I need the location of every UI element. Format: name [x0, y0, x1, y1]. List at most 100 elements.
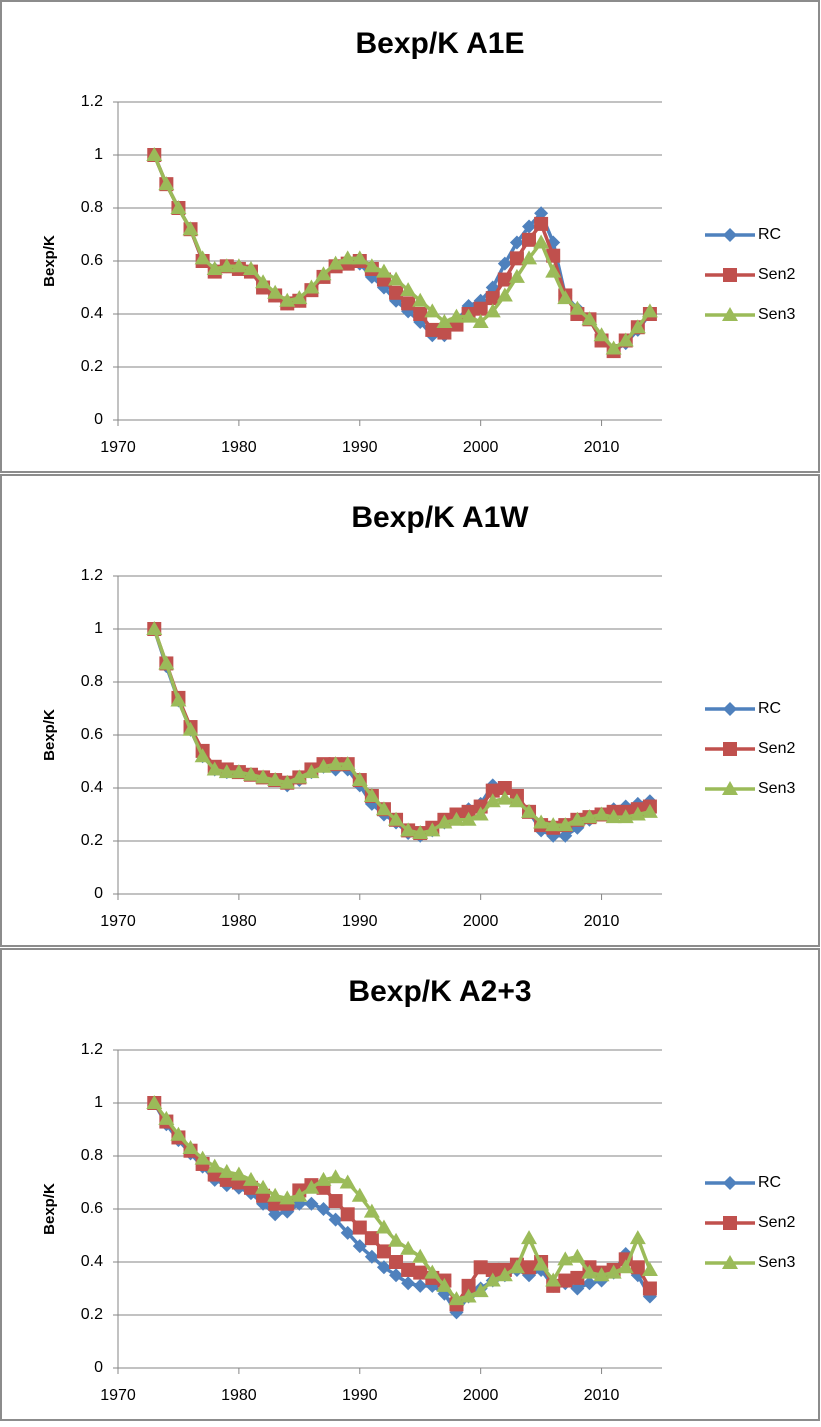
marker — [533, 1256, 550, 1271]
marker — [279, 774, 296, 789]
y-tick-label: 1.2 — [81, 93, 103, 110]
y-tick-label: 0 — [94, 885, 103, 902]
marker — [401, 1262, 416, 1277]
marker — [413, 307, 428, 321]
y-tick-label: 0.4 — [81, 1253, 103, 1270]
y-axis-label: Bexp/K — [41, 235, 58, 287]
marker — [242, 260, 259, 275]
legend-marker — [722, 307, 738, 321]
marker — [629, 806, 646, 821]
marker — [230, 764, 247, 779]
marker — [401, 296, 416, 311]
y-tick-label: 0.8 — [81, 199, 103, 216]
marker — [545, 817, 562, 832]
marker — [496, 287, 513, 302]
marker — [182, 1140, 199, 1155]
marker — [388, 1232, 405, 1247]
marker — [508, 793, 525, 808]
y-tick-label: 0.4 — [81, 779, 103, 796]
marker — [533, 234, 550, 249]
marker — [448, 1291, 465, 1306]
marker — [158, 1110, 175, 1125]
marker — [255, 274, 272, 289]
marker — [242, 766, 259, 781]
marker — [545, 263, 562, 278]
x-tick-label: 1980 — [221, 913, 257, 930]
marker — [473, 1260, 488, 1275]
marker — [375, 263, 392, 278]
marker — [351, 250, 368, 265]
x-tick-label: 2000 — [463, 913, 499, 930]
legend-label: Sen3 — [758, 306, 795, 323]
x-tick-label: 1990 — [342, 439, 378, 456]
marker — [412, 825, 429, 840]
legend-label: Sen3 — [758, 1254, 795, 1271]
marker — [484, 1272, 501, 1287]
marker — [327, 756, 344, 771]
legend-label: Sen2 — [758, 1214, 795, 1231]
marker — [522, 1260, 537, 1275]
marker — [315, 1171, 332, 1186]
marker — [522, 219, 537, 234]
marker — [521, 803, 538, 818]
marker — [316, 1202, 331, 1216]
y-tick-label: 1 — [94, 146, 103, 163]
marker — [218, 764, 235, 779]
panel-border — [0, 948, 820, 1421]
marker — [569, 1248, 586, 1263]
marker — [267, 1187, 284, 1202]
marker — [437, 325, 452, 340]
marker — [630, 1260, 645, 1275]
marker — [339, 250, 356, 265]
marker — [400, 282, 417, 297]
x-tick-label: 2000 — [463, 439, 499, 456]
marker — [593, 1267, 610, 1282]
marker — [291, 1187, 308, 1202]
marker — [497, 272, 512, 287]
marker — [170, 200, 187, 214]
marker — [194, 1150, 211, 1165]
marker — [328, 1194, 343, 1209]
marker — [279, 1190, 296, 1205]
marker — [389, 285, 404, 300]
marker — [522, 232, 537, 247]
marker — [242, 1171, 259, 1186]
legend-label: Sen2 — [758, 266, 795, 283]
chart-panel: Bexp/K A1E Bexp/K 0 0.2 0.4 0.6 0.8 1 1.2 1970 198… — [0, 0, 820, 473]
marker — [303, 279, 320, 294]
marker — [303, 764, 320, 779]
y-tick-label: 1 — [94, 620, 103, 637]
marker — [351, 1187, 368, 1202]
y-tick-label: 0.8 — [81, 673, 103, 690]
marker — [497, 256, 512, 271]
marker — [582, 1276, 597, 1291]
marker — [460, 308, 477, 323]
y-tick-label: 0.6 — [81, 726, 103, 743]
marker — [376, 1244, 391, 1259]
marker — [581, 1264, 598, 1279]
marker — [617, 332, 634, 347]
y-tick-label: 0.6 — [81, 252, 103, 269]
marker — [279, 292, 296, 307]
marker — [146, 621, 163, 635]
chart-title: Bexp/K A1W — [351, 501, 529, 534]
marker — [267, 772, 284, 787]
y-tick-label: 0.2 — [81, 358, 103, 375]
marker — [327, 255, 344, 270]
y-axis-label: Bexp/K — [41, 709, 58, 761]
legend-label: Sen3 — [758, 780, 795, 797]
marker — [425, 322, 440, 337]
marker — [460, 811, 477, 826]
panel-border — [0, 0, 820, 473]
marker — [484, 303, 501, 318]
marker — [496, 790, 513, 805]
legend-label: RC — [758, 226, 781, 243]
marker — [268, 1207, 283, 1222]
chart-panel: Bexp/K A1W Bexp/K 0 0.2 0.4 0.6 0.8 1 1.2 1970 198… — [0, 474, 820, 947]
y-tick-label: 1.2 — [81, 1041, 103, 1058]
marker — [461, 1278, 476, 1293]
marker — [206, 1158, 223, 1173]
marker — [327, 1169, 344, 1184]
marker — [339, 1174, 356, 1189]
marker — [363, 258, 380, 273]
